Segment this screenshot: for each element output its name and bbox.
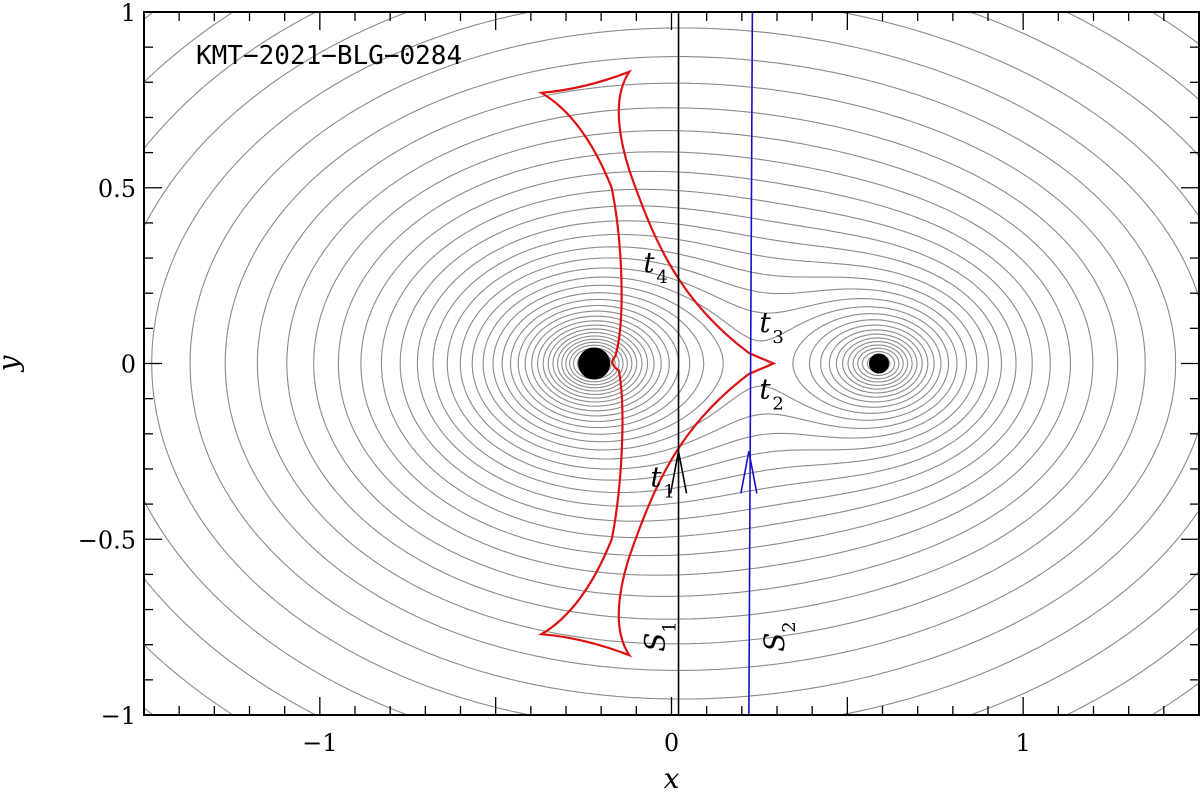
lens-mass-1	[578, 347, 611, 380]
x-tick-label: 0	[664, 729, 679, 757]
contour-level-23	[501, 292, 935, 435]
lens-mass-2	[868, 353, 889, 374]
contour-level-16	[416, 220, 1003, 507]
contour-level-10	[286, 107, 1119, 620]
contour-level-24	[509, 298, 929, 429]
contour-level-2	[144, 12, 154, 715]
x-tick-label: 1	[1016, 729, 1031, 757]
annotation-S2: S2	[758, 621, 800, 651]
contour-level-19	[459, 257, 967, 470]
x-tick-label: −1	[302, 729, 337, 757]
caustic-curve	[537, 69, 777, 658]
contour-level-25	[517, 304, 923, 423]
annotation-label: S	[758, 633, 791, 652]
contour-level-22	[492, 284, 942, 443]
contour-level-32	[556, 335, 891, 392]
contour-level-5	[144, 12, 1199, 715]
caustic-line	[537, 69, 777, 658]
contour-level-30	[547, 328, 900, 399]
trajectory-S2	[748, 12, 754, 715]
annotation-label: t	[759, 306, 771, 339]
contour-level-26	[524, 310, 918, 417]
contour-level-17	[432, 233, 989, 494]
contour-level-28	[537, 320, 909, 407]
axis-ticks	[143, 11, 1200, 716]
contour-level-35	[568, 344, 620, 383]
contour-level-8	[224, 56, 1177, 671]
y-tick-label: 0	[121, 351, 136, 379]
y-tick-label: 0.5	[98, 175, 136, 203]
y-tick-label: 1	[121, 0, 136, 27]
contour-level-7	[189, 27, 1199, 700]
contour-level-29	[542, 324, 904, 403]
annotation-label: t	[759, 373, 771, 406]
annotation-S1: S1	[638, 621, 680, 651]
tick-labels: −1 0 1 −1 −0.5 0 0.5 1	[78, 0, 1031, 757]
y-axis-label: y	[0, 354, 25, 373]
contour-level-6	[151, 12, 1199, 715]
contour-level-4	[144, 12, 1199, 715]
y-tick-label: −1	[101, 702, 136, 730]
annotation-subscript: 2	[779, 621, 800, 632]
annotation-subscript: 1	[663, 482, 674, 503]
annotation-subscript: 3	[772, 327, 783, 348]
annotation-subscript: 1	[659, 621, 680, 632]
lens-masses	[578, 347, 889, 380]
contour-level-14	[380, 188, 1033, 539]
trajectory-arrow-S2	[740, 451, 758, 494]
contour-level-21	[482, 276, 950, 451]
contour-level-15	[399, 205, 1017, 522]
x-axis-label: x	[664, 762, 680, 793]
annotation-label: S	[638, 633, 671, 652]
contour-level-13	[360, 170, 1051, 557]
contour-level-18	[446, 246, 978, 481]
annotation-label: t	[643, 246, 655, 279]
annotation-subscript: 4	[656, 267, 667, 288]
contour-level-11	[313, 130, 1094, 597]
y-tick-label: −0.5	[78, 526, 136, 554]
contour-level-9	[256, 82, 1146, 645]
contour-level-31	[552, 331, 896, 396]
magnification-contours	[144, 12, 1199, 715]
contour-level-20	[471, 267, 958, 460]
annotation-subscript: 2	[772, 394, 783, 415]
contour-level-3	[144, 12, 1199, 715]
annotation-label: t	[650, 461, 662, 494]
contour-level-27	[531, 315, 913, 412]
chart-title: KMT−2021−BLG−0284	[196, 41, 462, 71]
contour-level-12	[337, 151, 1072, 576]
source-trajectories	[669, 12, 758, 715]
trajectory-arrow-S1	[669, 451, 688, 494]
